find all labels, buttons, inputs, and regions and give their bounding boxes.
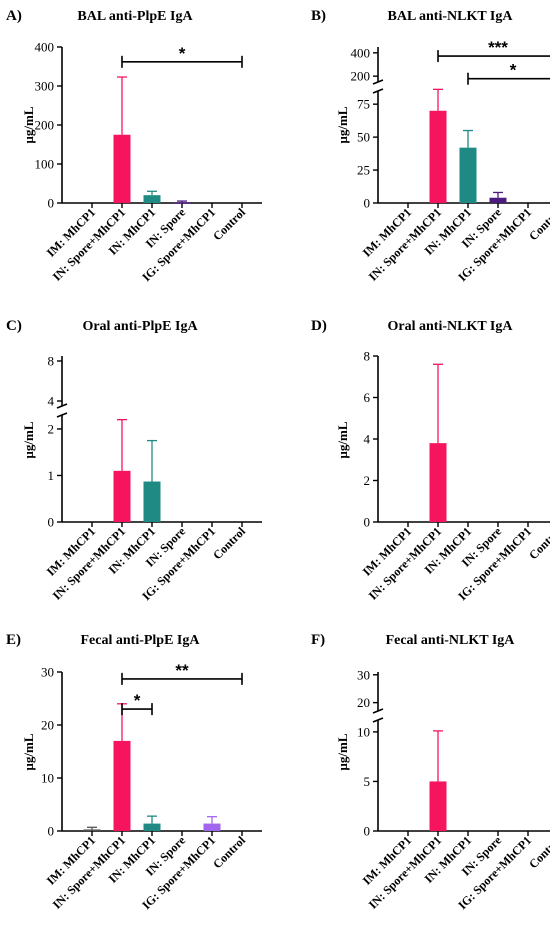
bar bbox=[143, 823, 161, 831]
panel-label: B) bbox=[311, 8, 326, 24]
bar bbox=[143, 481, 161, 522]
panel-title: Fecal anti-NLKT IgA bbox=[386, 633, 516, 648]
y-axis-label: µg/mL bbox=[335, 421, 350, 458]
y-tick-label: 1 bbox=[48, 468, 55, 483]
panel-title: Oral anti-PlpE IgA bbox=[82, 319, 198, 334]
y-tick-label: 0 bbox=[364, 515, 371, 530]
axis-break-mark bbox=[372, 88, 384, 94]
panel-label: D) bbox=[311, 318, 327, 334]
y-tick-label: 0 bbox=[48, 515, 55, 530]
panel-title: Fecal anti-PlpE IgA bbox=[81, 633, 201, 648]
y-tick-label: 0 bbox=[364, 196, 371, 211]
y-tick-label: 8 bbox=[48, 354, 55, 369]
bar bbox=[113, 740, 131, 831]
panel-label: E) bbox=[6, 632, 21, 648]
y-axis-label: µg/mL bbox=[21, 421, 36, 458]
panel-label: F) bbox=[311, 632, 325, 648]
x-tick-label: Control bbox=[210, 205, 248, 243]
y-tick-label: 10 bbox=[41, 771, 54, 786]
y-tick-label: 200 bbox=[351, 69, 371, 84]
sig-label: *** bbox=[488, 38, 508, 57]
bar bbox=[429, 781, 447, 831]
y-tick-label: 400 bbox=[351, 45, 371, 60]
panel-title: BAL anti-NLKT IgA bbox=[388, 9, 514, 24]
y-tick-label: 50 bbox=[357, 130, 370, 145]
x-tick-label: Control bbox=[526, 524, 550, 562]
axis-break-mark bbox=[372, 79, 384, 85]
y-tick-label: 20 bbox=[357, 695, 370, 710]
y-tick-label: 4 bbox=[48, 394, 55, 409]
y-tick-label: 10 bbox=[357, 724, 370, 739]
y-tick-label: 2 bbox=[48, 421, 55, 436]
sig-label: * bbox=[510, 61, 517, 80]
x-tick-label: Control bbox=[526, 205, 550, 243]
panel-label: A) bbox=[6, 8, 22, 24]
bar bbox=[143, 195, 161, 203]
y-tick-label: 30 bbox=[41, 665, 54, 680]
bar bbox=[489, 197, 507, 203]
bar bbox=[203, 823, 221, 831]
axis-break-mark bbox=[56, 403, 68, 409]
bar bbox=[459, 147, 477, 203]
bar bbox=[83, 829, 101, 831]
y-tick-label: 75 bbox=[357, 97, 370, 112]
y-tick-label: 400 bbox=[35, 40, 55, 55]
bar bbox=[429, 443, 447, 522]
panel-title: Oral anti-NLKT IgA bbox=[388, 319, 514, 334]
y-tick-label: 0 bbox=[364, 824, 371, 839]
bar bbox=[429, 110, 447, 203]
axis-break-mark bbox=[372, 708, 384, 714]
y-axis-label: µg/mL bbox=[21, 106, 36, 143]
panel-label: C) bbox=[6, 318, 22, 334]
x-tick-label: Control bbox=[210, 524, 248, 562]
y-tick-label: 30 bbox=[357, 667, 370, 682]
panel-a: A) BAL anti-PlpE IgAµg/mL0100200300400IM:… bbox=[6, 8, 262, 284]
y-tick-label: 5 bbox=[364, 774, 371, 789]
y-tick-label: 6 bbox=[364, 390, 371, 405]
y-axis-label: µg/mL bbox=[21, 733, 36, 770]
panel-title: BAL anti-PlpE IgA bbox=[77, 9, 193, 24]
y-tick-label: 100 bbox=[35, 157, 55, 172]
y-tick-label: 0 bbox=[48, 824, 55, 839]
sig-label: ** bbox=[175, 661, 189, 680]
y-tick-label: 0 bbox=[48, 196, 55, 211]
panel-b: B) BAL anti-NLKT IgAµg/mL0255075200400IM:… bbox=[311, 8, 550, 284]
y-tick-label: 200 bbox=[35, 118, 55, 133]
axis-break-mark bbox=[56, 412, 68, 418]
y-tick-label: 20 bbox=[41, 718, 54, 733]
x-tick-label: Control bbox=[526, 833, 550, 871]
bar bbox=[113, 470, 131, 522]
y-axis-label: µg/mL bbox=[335, 733, 350, 770]
y-tick-label: 25 bbox=[357, 163, 370, 178]
y-tick-label: 2 bbox=[364, 473, 371, 488]
x-tick-label: Control bbox=[210, 833, 248, 871]
y-tick-label: 4 bbox=[364, 432, 371, 447]
axis-break-mark bbox=[372, 717, 384, 723]
y-tick-label: 300 bbox=[35, 79, 55, 94]
bar bbox=[173, 202, 191, 204]
sig-label: * bbox=[134, 691, 141, 710]
y-axis-label: µg/mL bbox=[335, 106, 350, 143]
y-tick-label: 8 bbox=[364, 349, 371, 364]
bar bbox=[113, 134, 131, 203]
sig-label: * bbox=[179, 44, 186, 63]
